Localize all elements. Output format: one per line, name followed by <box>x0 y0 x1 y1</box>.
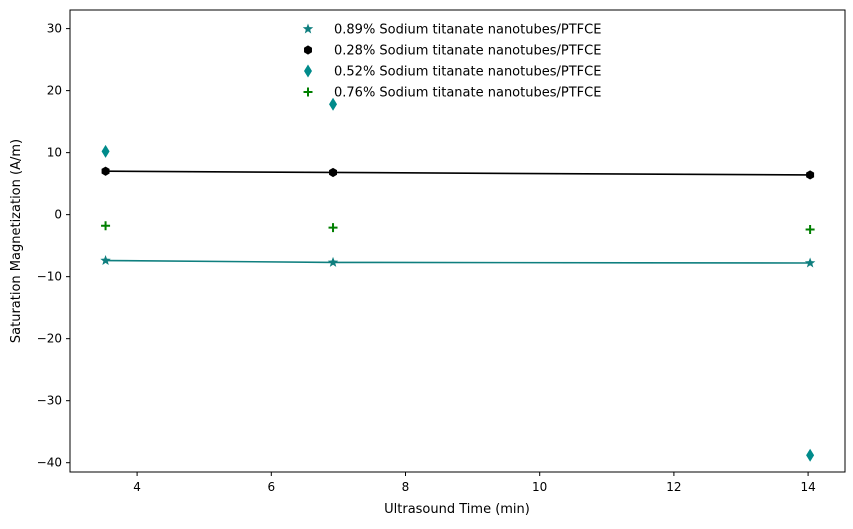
data-point-series-1 <box>806 170 815 180</box>
legend-marker-2 <box>304 64 312 78</box>
legend: 0.89% Sodium titanate nanotubes/PTFCE 0.2… <box>302 23 601 101</box>
x-tick-label: 10 <box>532 480 547 494</box>
plot-area <box>69 9 846 473</box>
data-point-series-2 <box>101 144 110 158</box>
data-point-series-0 <box>100 255 111 265</box>
data-point-series-3 <box>328 223 338 233</box>
y-tick-label: −30 <box>37 394 62 408</box>
series-points <box>100 97 816 462</box>
y-tick-label: 30 <box>47 22 62 36</box>
data-point-series-3 <box>101 221 111 231</box>
y-tick-label: −40 <box>37 456 62 470</box>
y-axis-label: Saturation Magnetization (A/m) <box>9 139 24 343</box>
x-tick-label: 8 <box>402 480 410 494</box>
x-tick-label: 4 <box>133 480 141 494</box>
x-axis-ticks: 4 6 8 10 12 14 <box>133 472 816 494</box>
x-tick-label: 12 <box>666 480 681 494</box>
x-tick-label: 14 <box>800 480 815 494</box>
x-tick-label: 6 <box>267 480 275 494</box>
legend-marker-1 <box>304 45 312 55</box>
data-point-series-1 <box>101 166 110 176</box>
data-point-series-1 <box>329 167 338 178</box>
y-tick-label: 10 <box>47 146 62 160</box>
legend-label-0: 0.89% Sodium titanate nanotubes/PTFCE <box>334 23 601 38</box>
x-axis-label: Ultrasound Time (min) <box>384 502 530 517</box>
y-tick-label: 0 <box>54 208 62 222</box>
data-point-series-0 <box>327 256 339 267</box>
legend-marker-3 <box>303 87 313 97</box>
legend-label-1: 0.28% Sodium titanate nanotubes/PTFCE <box>334 44 601 59</box>
legend-marker-0 <box>302 23 314 34</box>
legend-label-2: 0.52% Sodium titanate nanotubes/PTFCE <box>334 65 601 80</box>
data-point-series-2 <box>329 97 338 111</box>
legend-label-3: 0.76% Sodium titanate nanotubes/PTFCE <box>334 86 601 101</box>
data-point-series-2 <box>806 448 815 462</box>
y-tick-label: −10 <box>37 270 62 284</box>
y-tick-label: 20 <box>47 84 62 98</box>
data-point-series-3 <box>805 225 815 235</box>
data-point-series-0 <box>804 257 816 268</box>
y-tick-label: −20 <box>37 332 62 346</box>
y-axis-ticks: −40 −30 −20 −10 0 10 20 30 <box>37 22 70 470</box>
